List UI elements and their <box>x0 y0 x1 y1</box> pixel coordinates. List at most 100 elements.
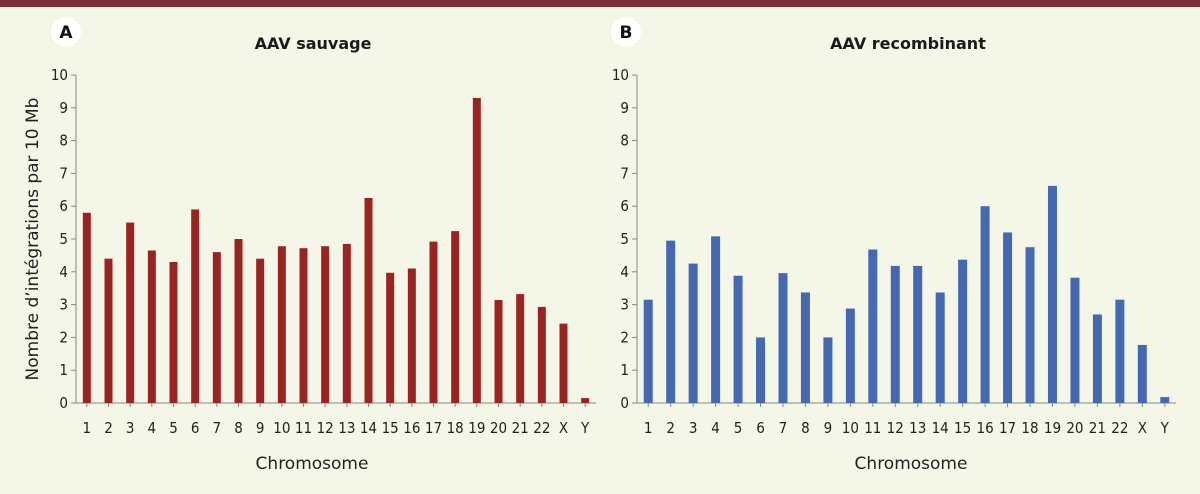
bar-chr-11 <box>868 249 878 403</box>
chart-title: AAV sauvage <box>255 34 372 53</box>
bar-chr-19 <box>1047 185 1057 403</box>
bar-chr-17 <box>1003 232 1013 403</box>
y-ticks: 0 1 2 3 4 5 6 7 8 9 10 <box>51 66 76 412</box>
panel-letter: B <box>620 23 633 43</box>
y-tick-label: 0 <box>620 394 629 412</box>
x-ticks: 1 2 3 4 5 6 7 8 9 10 11 12 13 14 15 16 17 18 19 20 21 22 X Y <box>83 403 590 437</box>
chart-panel-a: A AAV sauvage Nombre d’intégrations par … <box>23 17 596 474</box>
y-tick-label: 8 <box>620 132 629 150</box>
x-tick-label: 6 <box>191 419 200 437</box>
x-tick-label: X <box>1138 419 1147 437</box>
x-tick-label: 15 <box>954 419 971 437</box>
bar-chr-16 <box>407 268 416 403</box>
x-tick-label: 22 <box>1111 419 1128 437</box>
panel-badge <box>611 17 641 47</box>
x-tick-label: 20 <box>490 419 507 437</box>
x-tick-label: 22 <box>533 419 550 437</box>
bar-chr-15 <box>386 272 395 403</box>
y-tick-label: 3 <box>59 296 68 314</box>
bar-chr-3 <box>126 222 135 403</box>
bars <box>82 97 590 404</box>
x-tick-label: 2 <box>104 419 113 437</box>
x-tick-label: 11 <box>864 419 881 437</box>
bar-chr-5 <box>169 261 178 403</box>
x-tick-label: 9 <box>824 419 833 437</box>
chart-title: AAV recombinant <box>830 34 986 53</box>
y-tick-label: 4 <box>59 263 68 281</box>
y-tick-label: 3 <box>620 296 629 314</box>
bar-chr-22 <box>537 306 546 403</box>
chart-panel-b: B AAV recombinant Chromosome 01234567891… <box>611 17 1176 474</box>
x-tick-label: 1 <box>644 419 653 437</box>
bars <box>643 185 1170 403</box>
x-ticks: 1 2 3 4 5 6 7 8 9 10 11 12 13 14 15 16 17 18 19 20 21 22 X Y <box>644 403 1170 437</box>
bar-chr-1 <box>643 299 653 403</box>
bar-chr-15 <box>958 259 968 403</box>
bar-chr-22 <box>1115 299 1125 403</box>
y-tick-label: 10 <box>612 66 629 84</box>
y-tick-label: 1 <box>59 361 68 379</box>
bar-chr-14 <box>364 198 373 403</box>
x-tick-label: 19 <box>1044 419 1061 437</box>
y-tick-label: 2 <box>620 328 629 346</box>
x-tick-label: 14 <box>932 419 949 437</box>
x-tick-label: Y <box>580 419 590 437</box>
y-tick-label: 8 <box>59 132 68 150</box>
y-tick-label: 6 <box>59 197 68 215</box>
bar-chr-18 <box>451 231 460 403</box>
x-tick-label: 13 <box>909 419 926 437</box>
bar-chr-20 <box>494 300 503 403</box>
x-tick-label: Y <box>1160 419 1170 437</box>
x-axis-label: Chromosome <box>256 454 369 474</box>
x-tick-label: 6 <box>756 419 765 437</box>
bar-chr-11 <box>299 248 308 403</box>
bar-chr-4 <box>147 250 156 403</box>
bar-chr-9 <box>823 337 833 403</box>
bar-chr-13 <box>913 265 923 403</box>
x-tick-label: X <box>559 419 568 437</box>
x-tick-label: 10 <box>273 419 290 437</box>
x-tick-label: 4 <box>711 419 720 437</box>
bar-chr-8 <box>234 239 243 403</box>
y-tick-label: 4 <box>620 263 629 281</box>
y-tick-label: 9 <box>59 99 68 117</box>
x-tick-label: 17 <box>999 419 1016 437</box>
bar-chr-X <box>559 323 568 403</box>
x-tick-label: 3 <box>126 419 135 437</box>
bar-chr-7 <box>212 252 221 403</box>
bar-chr-1 <box>82 212 91 403</box>
panel-letter: A <box>59 23 73 43</box>
top-border <box>0 0 1200 7</box>
x-axis-label: Chromosome <box>855 454 968 474</box>
bar-chr-13 <box>342 243 351 403</box>
bar-chr-3 <box>688 263 698 403</box>
x-tick-label: 12 <box>317 419 334 437</box>
bar-chr-12 <box>890 265 900 403</box>
x-tick-label: 16 <box>403 419 420 437</box>
bar-chr-5 <box>733 275 743 403</box>
y-tick-label: 5 <box>59 230 68 248</box>
x-tick-label: 1 <box>83 419 92 437</box>
x-tick-label: 10 <box>842 419 859 437</box>
x-tick-label: 18 <box>1021 419 1038 437</box>
x-tick-label: 7 <box>779 419 788 437</box>
bar-chr-18 <box>1025 247 1035 403</box>
x-tick-label: 16 <box>977 419 994 437</box>
bar-chr-6 <box>191 209 200 403</box>
y-tick-label: 1 <box>620 361 629 379</box>
bar-chr-12 <box>321 246 330 403</box>
x-tick-label: 2 <box>666 419 675 437</box>
y-tick-label: 6 <box>620 197 629 215</box>
x-tick-label: 18 <box>447 419 464 437</box>
x-tick-label: 4 <box>148 419 157 437</box>
bar-chr-19 <box>472 97 481 404</box>
bar-chr-8 <box>800 292 810 403</box>
bar-chr-16 <box>980 206 990 403</box>
x-tick-label: 15 <box>382 419 399 437</box>
x-tick-label: 5 <box>734 419 743 437</box>
bar-chr-2 <box>104 258 113 403</box>
bar-chr-10 <box>845 308 855 403</box>
bar-chr-10 <box>277 246 286 403</box>
bar-chr-21 <box>516 294 525 403</box>
bar-chr-7 <box>778 273 788 403</box>
